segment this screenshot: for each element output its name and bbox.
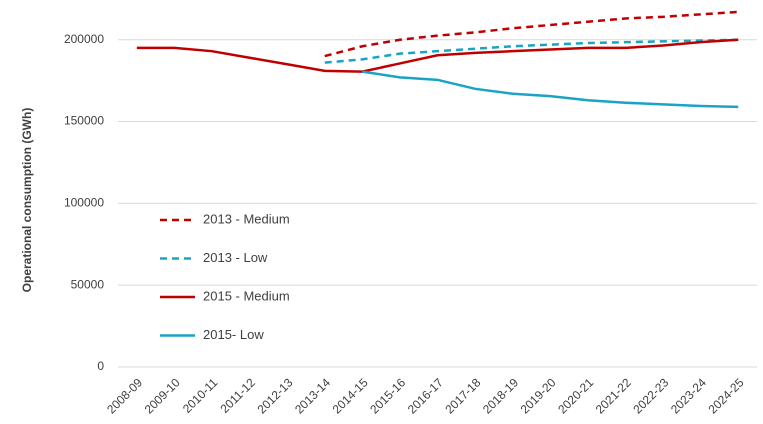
- x-tick-label: 2016-17: [405, 375, 446, 416]
- x-tick-label: 2023-24: [668, 375, 709, 416]
- legend-label: 2015- Low: [203, 327, 264, 342]
- series-line: [324, 10, 739, 58]
- series-line: [136, 38, 739, 73]
- x-tick-label: 2015-16: [367, 375, 408, 416]
- legend-label: 2015 - Medium: [203, 288, 290, 303]
- x-tick-label: 2020-21: [555, 375, 596, 416]
- x-tick-label: 2010-11: [180, 375, 221, 416]
- x-tick-label: 2018-19: [480, 375, 521, 416]
- x-tick-label: 2013-14: [292, 375, 333, 416]
- x-tick-label: 2011-12: [218, 375, 259, 416]
- x-tick-label: 2017-18: [442, 375, 483, 416]
- x-tick-label: 2021-22: [593, 375, 634, 416]
- y-axis-label: Operational consumption (GWh): [20, 108, 34, 293]
- x-tick-label: 2019-20: [518, 375, 559, 416]
- series-line: [324, 38, 739, 64]
- series-line: [362, 70, 739, 109]
- y-tick-label: 200000: [64, 32, 104, 46]
- x-tick-label: 2012-13: [254, 375, 295, 416]
- legend-label: 2013 - Medium: [203, 211, 290, 226]
- y-tick-label: 50000: [71, 277, 105, 291]
- x-tick-label: 2009-10: [142, 375, 183, 416]
- legend-label: 2013 - Low: [203, 250, 268, 265]
- x-tick-label: 2024-25: [706, 375, 747, 416]
- x-tick-label: 2022-23: [630, 375, 671, 416]
- x-tick-label: 2014-15: [330, 375, 371, 416]
- y-tick-label: 0: [97, 359, 104, 373]
- y-tick-label: 150000: [64, 114, 104, 128]
- x-tick-label: 2008-09: [104, 375, 145, 416]
- y-tick-label: 100000: [64, 196, 104, 210]
